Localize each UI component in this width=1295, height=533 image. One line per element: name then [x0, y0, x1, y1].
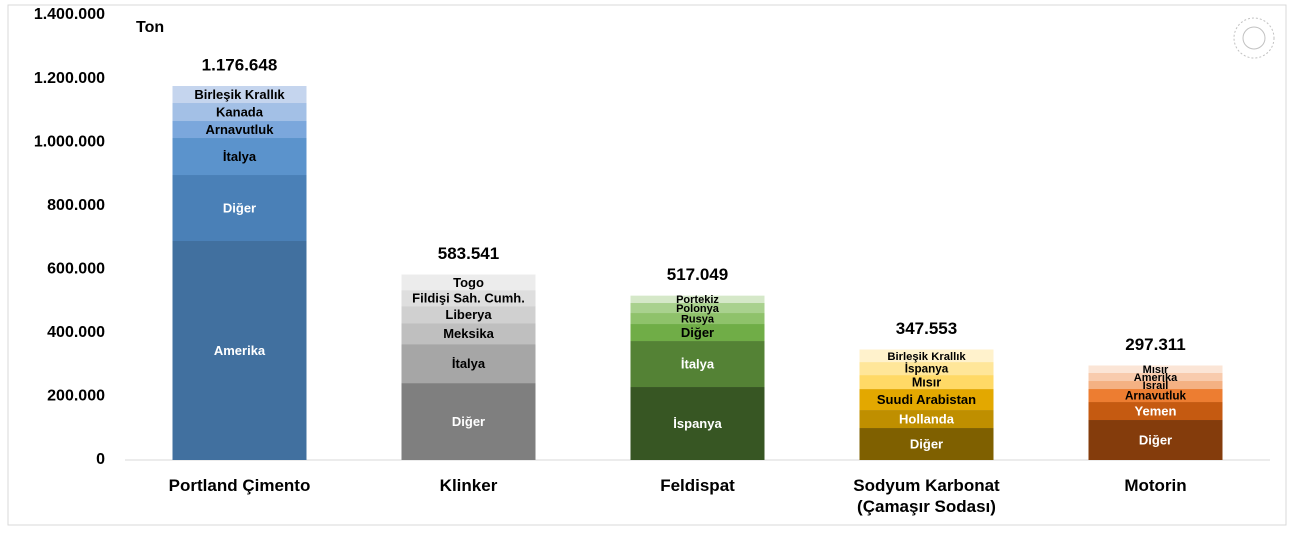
segment-label: Yemen: [1135, 403, 1177, 418]
bar-segment: [401, 306, 536, 324]
bar-segment: [172, 240, 307, 460]
segment-label: İspanya: [905, 363, 949, 376]
segment-label: Rusya: [681, 313, 715, 325]
segment-label: Polonya: [676, 303, 720, 315]
x-tick-label: Motorin: [1124, 476, 1187, 495]
segment-label: İspanya: [673, 416, 722, 431]
bar-segment: [630, 303, 765, 314]
segment-label: Meksika: [443, 326, 494, 341]
bar-segment: [630, 341, 765, 388]
total-label: 297.311: [1125, 335, 1186, 354]
segment-label: Liberya: [445, 307, 492, 322]
watermark-icon: [1233, 17, 1275, 59]
segment-label: Hollanda: [899, 411, 955, 426]
x-tick-label: Feldispat: [660, 476, 735, 495]
segment-label: İtalya: [223, 149, 257, 164]
bar-segment: [859, 362, 994, 376]
bar-segment: [630, 313, 765, 325]
segment-label: Portekiz: [676, 294, 719, 306]
bar-segment: [401, 344, 536, 384]
segment-label: Fildişi Sah. Cumh.: [412, 291, 525, 306]
bar-segment: [630, 295, 765, 304]
segment-label: Diğer: [452, 414, 485, 429]
segment-label: Amerika: [214, 343, 266, 358]
segment-label: İtalya: [681, 356, 715, 371]
bar-segment: [630, 387, 765, 460]
bar-segment: [1088, 389, 1223, 403]
bar-segment: [859, 389, 994, 411]
y-tick-label: 400.000: [47, 324, 105, 341]
bar-segment: [1088, 373, 1223, 382]
y-tick-label: 600.000: [47, 261, 105, 278]
bar-segment: [172, 85, 307, 104]
bar-segment: [859, 349, 994, 363]
bar-segment: [172, 121, 307, 139]
bar-segment: [401, 383, 536, 460]
y-tick-label: 1.400.000: [34, 6, 105, 23]
segment-label: Togo: [453, 275, 484, 290]
y-tick-label: 0: [96, 451, 105, 468]
bar-segment: [1088, 381, 1223, 390]
total-label: 517.049: [667, 265, 728, 284]
bar-segment: [401, 323, 536, 345]
segment-label: Diğer: [1139, 432, 1172, 447]
segment-label: Arnavutluk: [1125, 390, 1187, 403]
bar-segment: [630, 324, 765, 342]
bar-segment: [401, 274, 536, 291]
segment-label: Suudi Arabistan: [877, 392, 976, 407]
y-tick-label: 200.000: [47, 388, 105, 405]
segment-label: İtalya: [452, 356, 486, 371]
bar-segment: [1088, 402, 1223, 421]
total-label: 347.553: [896, 319, 957, 338]
bar-segment: [172, 175, 307, 241]
segment-label: Amerika: [1134, 372, 1178, 384]
x-tick-label: Portland Çimento: [168, 476, 311, 495]
segment-label: Mısır: [1143, 364, 1169, 376]
bar-segment: [401, 290, 536, 307]
y-tick-label: 1.000.000: [34, 133, 105, 150]
segment-label: Diğer: [681, 325, 714, 340]
segment-label: Birleşik Krallık: [194, 87, 285, 102]
segment-label: Birleşik Krallık: [887, 351, 966, 363]
y-tick-label: 1.200.000: [34, 70, 105, 87]
chart-border: [7, 4, 1287, 526]
bar-segment: [859, 428, 994, 460]
segment-label: İsrail: [1143, 379, 1169, 392]
y-tick-label: 800.000: [47, 197, 105, 214]
bar-segment: [1088, 365, 1223, 374]
total-label: 583.541: [438, 244, 499, 263]
segment-label: Kanada: [216, 104, 264, 119]
bar-segment: [1088, 420, 1223, 460]
bar-segment: [859, 410, 994, 429]
bar-segment: [172, 103, 307, 122]
x-tick-label: Sodyum Karbonat (Çamaşır Sodası): [853, 476, 1000, 516]
segment-label: Diğer: [223, 200, 256, 215]
x-tick-label: Klinker: [439, 476, 498, 495]
bar-segment: [859, 375, 994, 390]
axis-label: Ton: [136, 19, 164, 36]
total-label: 1.176.648: [202, 55, 278, 74]
segment-label: Arnavutluk: [206, 122, 275, 137]
bar-segment: [172, 138, 307, 176]
segment-label: Diğer: [910, 436, 943, 451]
segment-label: Mısır: [912, 375, 941, 389]
